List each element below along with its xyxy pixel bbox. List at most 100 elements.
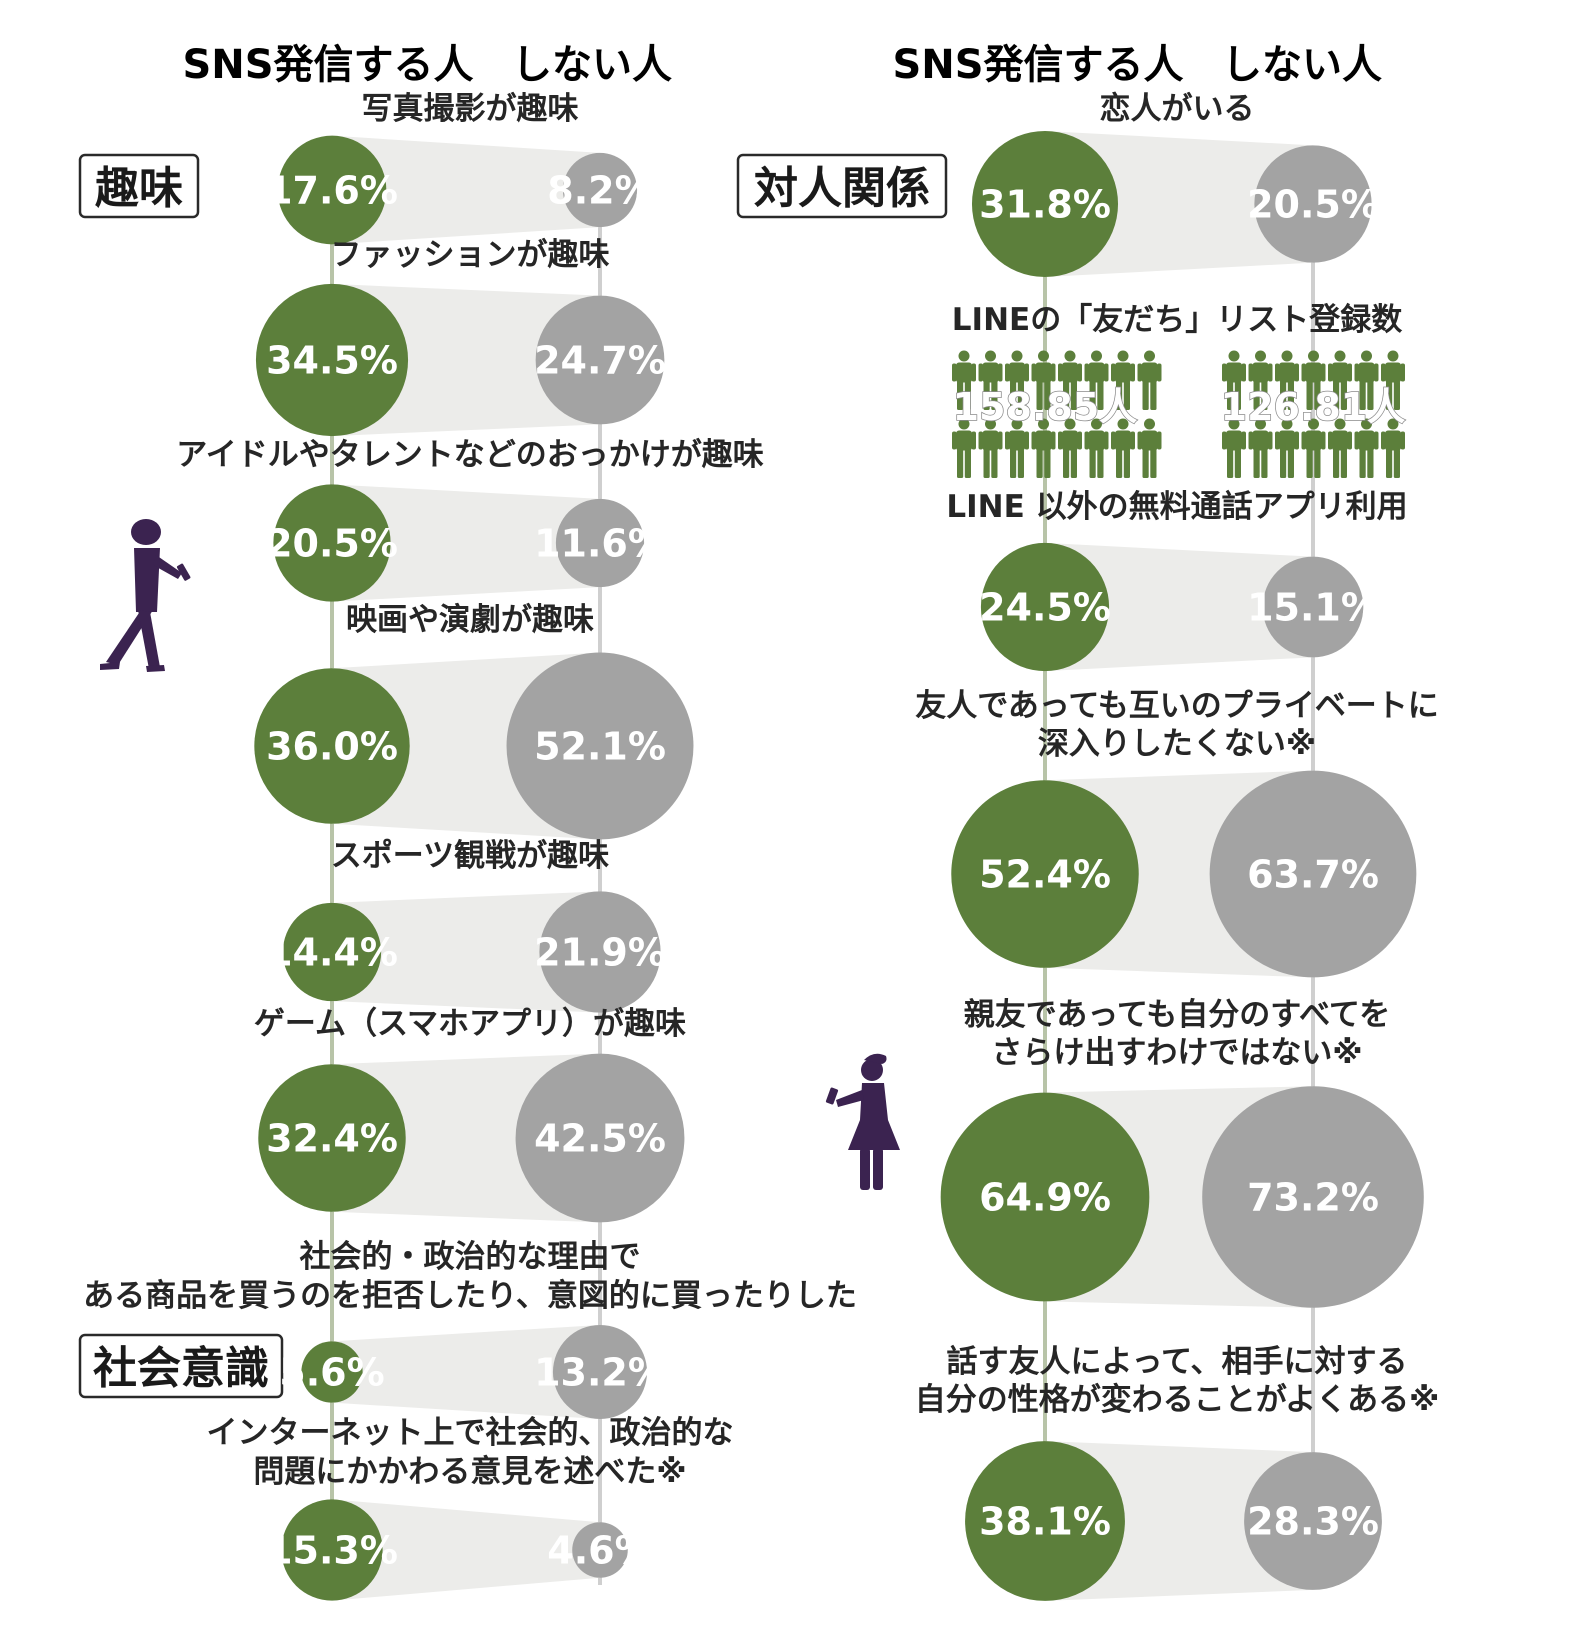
sns-value-label: 32.4% xyxy=(266,1117,398,1161)
sns-friends-count: 158.85人 xyxy=(953,385,1138,429)
comparison-item: 38.1% 28.3% 話す友人によって、相手に対する自分の性格が変わることがよくあ… xyxy=(915,1344,1440,1601)
sns-value-label: 52.4% xyxy=(979,853,1111,897)
person-icon xyxy=(1137,418,1162,478)
connector-band xyxy=(332,283,600,437)
pictograph-label: LINEの「友だち」リスト登録数 xyxy=(952,302,1402,338)
sns-value-label: 15.3% xyxy=(266,1529,398,1573)
sns-bubble xyxy=(255,283,409,437)
non-sns-value-label: 11.6% xyxy=(534,522,666,566)
connector-band xyxy=(332,891,600,1013)
man-with-phone-icon xyxy=(100,519,191,672)
non-sns-bubble xyxy=(1254,145,1372,263)
sns-value-label: 31.8% xyxy=(979,183,1111,227)
item-label: 深入りしたくない※ xyxy=(1038,726,1316,762)
line-friends-pictograph: LINEの「友だち」リスト登録数 158.85人 126.81人 xyxy=(952,302,1406,478)
non-sns-value-label: 15.1% xyxy=(1247,586,1379,630)
comparison-item: 24.5% 15.1% LINE 以外の無料通話アプリ利用 xyxy=(946,489,1408,672)
sns-bubble xyxy=(273,484,391,602)
sns-bubble xyxy=(301,1341,363,1403)
item-label: 親友であっても自分のすべてを xyxy=(964,997,1391,1033)
comparison-item: 32.4% 42.5% ゲーム（スマホアプリ）が趣味 xyxy=(254,1006,686,1223)
sns-bubble xyxy=(282,902,382,1002)
sns-value-label: 24.5% xyxy=(979,586,1111,630)
person-icon xyxy=(1137,350,1162,410)
connector-band xyxy=(332,135,600,245)
non-sns-value-label: 13.2% xyxy=(534,1351,666,1395)
non-sns-value-label: 73.2% xyxy=(1247,1176,1379,1220)
item-label: 社会的・政治的な理由で xyxy=(300,1239,641,1275)
non-sns-bubble xyxy=(1209,770,1417,978)
item-label: ゲーム（スマホアプリ）が趣味 xyxy=(254,1006,686,1042)
comparison-item: 14.4% 21.9% スポーツ観戦が趣味 xyxy=(266,838,666,1013)
non-sns-value-label: 42.5% xyxy=(534,1117,666,1161)
svg-text:対人関係: 対人関係 xyxy=(754,163,930,214)
svg-text:趣味: 趣味 xyxy=(95,163,183,214)
connector-band xyxy=(332,1499,600,1601)
non-sns-value-label: 20.5% xyxy=(1247,183,1379,227)
non-sns-friends-count: 126.81人 xyxy=(1221,385,1406,429)
comparison-item: 5.6% 13.2% 社会的・政治的な理由である商品を買うのを拒否したり、意図的に買… xyxy=(83,1239,857,1420)
sns-bubble xyxy=(277,135,387,245)
sns-bubble xyxy=(254,668,410,824)
non-sns-bubble xyxy=(1244,1452,1382,1590)
item-label: スポーツ観戦が趣味 xyxy=(331,838,609,874)
sns-value-label: 17.6% xyxy=(266,169,398,213)
connector-band xyxy=(1045,130,1313,278)
non-sns-value-label: 24.7% xyxy=(534,339,666,383)
left-header-sns: SNS発信する人 xyxy=(182,42,473,88)
category-tag-relationships: 対人関係 xyxy=(736,153,948,219)
woman-with-phone-icon xyxy=(825,1053,900,1190)
comparison-item: 34.5% 24.7% ファッションが趣味 xyxy=(255,237,666,437)
non-sns-bubble xyxy=(539,891,661,1013)
item-label: 自分の性格が変わることがよくある※ xyxy=(915,1382,1440,1418)
non-sns-bubble xyxy=(555,498,645,588)
connector-band xyxy=(1045,542,1313,672)
sns-value-label: 20.5% xyxy=(266,522,398,566)
item-label: LINE 以外の無料通話アプリ利用 xyxy=(946,489,1407,525)
left-header-non-sns: しない人 xyxy=(512,42,672,88)
comparison-item: 31.8% 20.5% 恋人がいる xyxy=(971,91,1379,278)
non-sns-bubble xyxy=(1262,556,1364,658)
item-label: 話す友人によって、相手に対する xyxy=(947,1344,1408,1380)
comparison-item: 17.6% 8.2% 写真撮影が趣味 xyxy=(266,91,653,245)
item-label: インターネット上で社会的、政治的な xyxy=(207,1415,734,1451)
non-sns-bubble xyxy=(515,1053,685,1223)
sns-bubble xyxy=(258,1064,406,1212)
non-sns-bubble xyxy=(535,295,665,425)
non-sns-bubble xyxy=(506,652,694,840)
sns-value-label: 38.1% xyxy=(979,1500,1111,1544)
sns-bubble xyxy=(281,1499,383,1601)
sns-bubble xyxy=(971,130,1119,278)
non-sns-value-label: 21.9% xyxy=(534,931,666,975)
sns-bubble xyxy=(980,542,1110,672)
sns-bubble xyxy=(965,1441,1125,1601)
item-label: 恋人がいる xyxy=(1100,91,1255,127)
sns-bubble xyxy=(940,1092,1150,1302)
item-label: 写真撮影が趣味 xyxy=(362,91,579,127)
non-sns-value-label: 52.1% xyxy=(534,725,666,769)
item-label: ある商品を買うのを拒否したり、意図的に買ったりした xyxy=(83,1278,857,1314)
non-sns-value-label: 8.2% xyxy=(547,169,652,213)
category-tag-social: 社会意識 xyxy=(78,1333,284,1399)
sns-value-label: 36.0% xyxy=(266,725,398,769)
right-header-non-sns: しない人 xyxy=(1222,42,1382,88)
non-sns-value-label: 4.6% xyxy=(547,1529,652,1573)
connector-band xyxy=(332,1324,600,1420)
item-label: ファッションが趣味 xyxy=(331,237,610,273)
connector-band xyxy=(332,484,600,602)
non-sns-bubble xyxy=(552,1324,648,1420)
item-label: 友人であっても互いのプライベートに xyxy=(915,688,1439,724)
sns-value-label: 5.6% xyxy=(279,1351,384,1395)
sns-value-label: 14.4% xyxy=(266,931,398,975)
sns-bubble xyxy=(951,780,1139,968)
bubble-chart-layer: 17.6% 8.2% 写真撮影が趣味 34.5% 24.7% ファッションが趣味 20.5%… xyxy=(83,91,1439,1601)
sns-value-label: 64.9% xyxy=(979,1176,1111,1220)
item-label: アイドルやタレントなどのおっかけが趣味 xyxy=(176,437,763,473)
category-tag-hobby: 趣味 xyxy=(78,153,200,219)
item-label: さらけ出すわけではない※ xyxy=(991,1035,1362,1071)
item-label: 映画や演劇が趣味 xyxy=(346,602,594,638)
